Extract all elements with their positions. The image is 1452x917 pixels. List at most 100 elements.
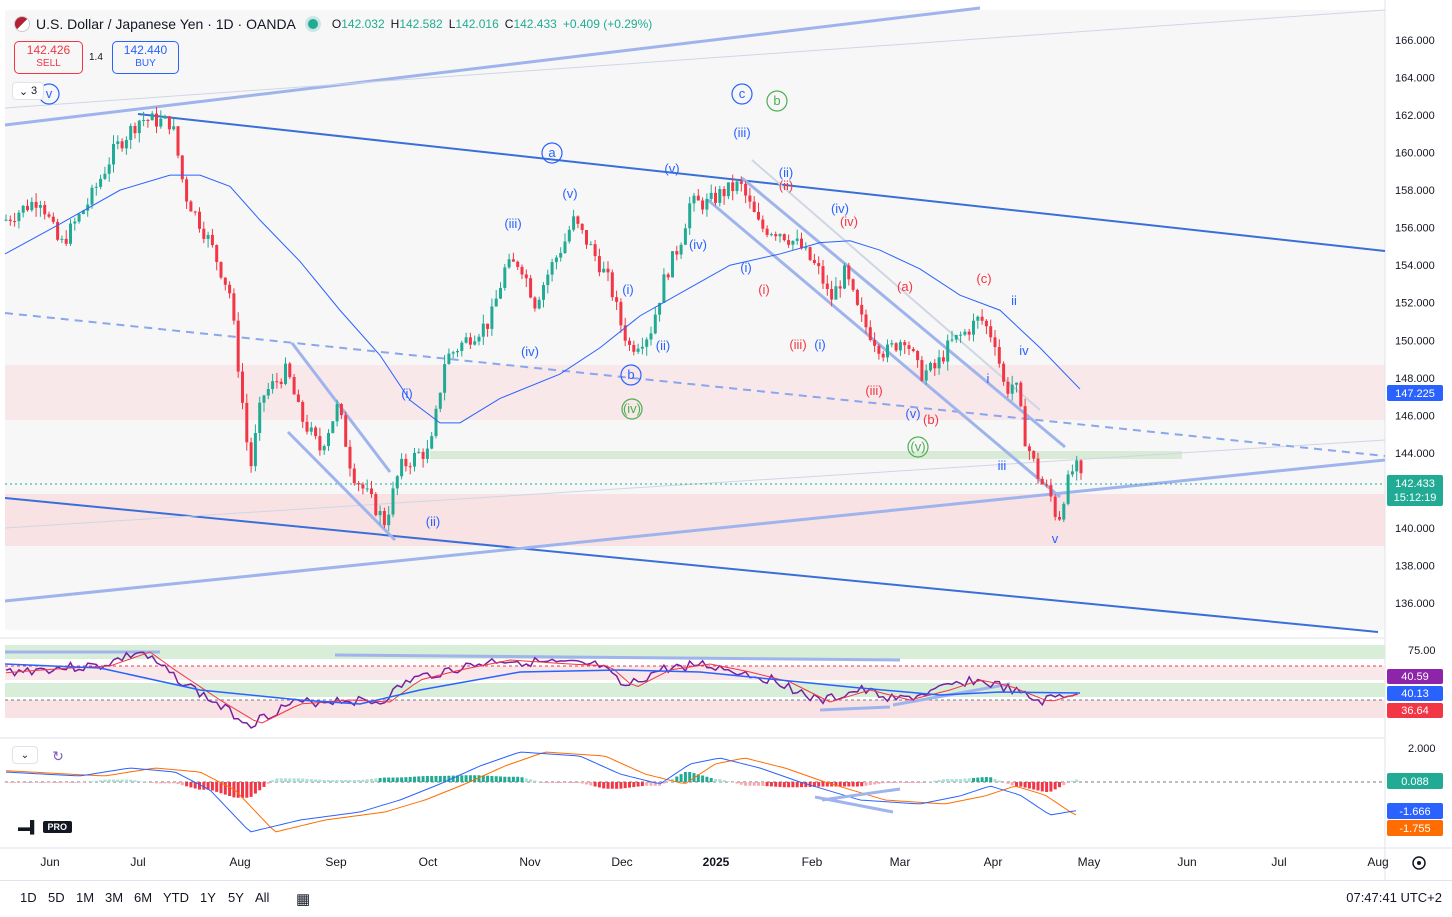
macd-histogram-bar xyxy=(718,779,721,782)
timeframe-all[interactable]: All xyxy=(255,890,269,905)
macd-histogram-bar xyxy=(667,781,670,782)
indicators-collapse-button[interactable]: ⌄ 3 xyxy=(12,82,44,100)
macd-histogram-bar xyxy=(435,776,438,782)
macd-histogram-bar xyxy=(856,782,859,787)
candle-body xyxy=(942,357,945,361)
candle-body xyxy=(39,205,42,208)
macd-histogram-bar xyxy=(852,782,855,787)
candle-body xyxy=(232,293,235,320)
candle-body xyxy=(142,120,145,121)
candle-body xyxy=(275,381,278,382)
macd-histogram-bar xyxy=(155,782,158,783)
macd-histogram-bar xyxy=(791,782,794,787)
timeframe-6m[interactable]: 6M xyxy=(134,890,152,905)
macd-histogram-bar xyxy=(185,782,188,786)
candle-body xyxy=(963,332,966,335)
macd-histogram-bar xyxy=(963,779,966,782)
price-axis[interactable]: 166.000164.000162.000160.000158.000156.0… xyxy=(1395,35,1435,610)
macd-histogram-bar xyxy=(942,779,945,782)
macd-histogram-bar xyxy=(564,782,567,783)
macd-badge-1-text: 0.088 xyxy=(1401,776,1429,788)
macd-histogram-bar xyxy=(951,779,954,782)
candle-body xyxy=(791,241,794,245)
countdown-text: 15:12:19 xyxy=(1394,492,1437,504)
candle-body xyxy=(138,121,141,133)
timeframe-ytd[interactable]: YTD xyxy=(163,890,189,905)
macd-histogram-bar xyxy=(331,780,334,782)
timeframe-5d[interactable]: 5D xyxy=(48,890,65,905)
candle-body xyxy=(744,184,747,196)
timeframe-3m[interactable]: 3M xyxy=(105,890,123,905)
macd-histogram-bar xyxy=(968,778,971,782)
candle-body xyxy=(637,349,640,352)
candle-body xyxy=(60,239,63,240)
candle-body xyxy=(181,156,184,180)
candle-body xyxy=(267,389,270,395)
macd-histogram-bar xyxy=(976,778,979,782)
wave-label: (v) xyxy=(664,161,679,176)
pane-collapse-button[interactable]: ⌄ xyxy=(12,746,38,764)
timeframe-1m[interactable]: 1M xyxy=(76,890,94,905)
macd-histogram-bar xyxy=(125,780,128,782)
candle-body xyxy=(779,234,782,236)
timeframe-1y[interactable]: 1Y xyxy=(200,890,216,905)
candle-body xyxy=(30,202,33,210)
macd-histogram-bar xyxy=(542,782,545,783)
candle-body xyxy=(594,244,597,256)
high-label: H xyxy=(391,17,400,31)
candle-body xyxy=(817,263,820,266)
candle-body xyxy=(310,428,313,432)
candle-body xyxy=(856,290,859,305)
date-range-calendar-icon[interactable]: ▦ xyxy=(296,890,310,908)
wave-label: (v) xyxy=(905,406,920,421)
candle-body xyxy=(370,488,373,494)
candle-body xyxy=(435,409,438,436)
macd-histogram-bar xyxy=(297,778,300,782)
refresh-icon[interactable]: ↻ xyxy=(46,746,70,766)
sell-price: 142.426 xyxy=(15,44,82,57)
chevron-down-icon: ⌄ xyxy=(19,85,28,98)
symbol-title[interactable]: U.S. Dollar / Japanese Yen · 1D · OANDA xyxy=(36,16,296,32)
macd-histogram-bar xyxy=(607,782,610,789)
candle-body xyxy=(73,222,76,224)
candle-body xyxy=(916,351,919,360)
candle-body xyxy=(318,436,321,450)
wave-label: iv xyxy=(1019,343,1029,358)
candle-body xyxy=(869,327,872,340)
macd-histogram-bar xyxy=(168,782,171,783)
candle-body xyxy=(899,342,902,350)
wave-label: (i) xyxy=(622,282,634,297)
candle-body xyxy=(740,182,743,184)
macd-histogram-bar xyxy=(766,782,769,786)
macd-histogram-bar xyxy=(1028,782,1031,789)
candle-body xyxy=(155,114,158,127)
wave-label: c xyxy=(739,86,746,101)
macd-histogram-bar xyxy=(933,781,936,782)
macd-histogram-bar xyxy=(572,782,575,783)
timeframe-1d[interactable]: 1D xyxy=(20,890,37,905)
candle-body xyxy=(43,205,46,214)
candle-body xyxy=(981,317,984,321)
candle-body xyxy=(121,141,124,148)
macd-histogram-bar xyxy=(1075,780,1078,783)
buy-button[interactable]: 142.440 BUY xyxy=(112,41,179,74)
clock-timezone[interactable]: 07:47:41 UTC+2 xyxy=(1346,890,1442,905)
ma-price-badge-text: 147.225 xyxy=(1395,388,1435,400)
candle-body xyxy=(529,278,532,297)
rsi-pink-band xyxy=(5,666,1385,680)
sell-button[interactable]: 142.426 SELL xyxy=(14,41,83,74)
macd-histogram-bar xyxy=(645,782,648,786)
macd-histogram-bar xyxy=(736,782,739,784)
tradingview-logo[interactable]: ▬▌ PRO xyxy=(18,820,72,834)
candle-body xyxy=(340,404,343,415)
close-value: 142.433 xyxy=(513,17,556,31)
timeframe-5y[interactable]: 5Y xyxy=(228,890,244,905)
settings-gear-icon[interactable] xyxy=(1413,857,1425,869)
macd-histogram-bar xyxy=(267,782,270,784)
candle-body xyxy=(301,402,304,422)
candle-body xyxy=(1067,474,1070,503)
candle-body xyxy=(632,345,635,352)
